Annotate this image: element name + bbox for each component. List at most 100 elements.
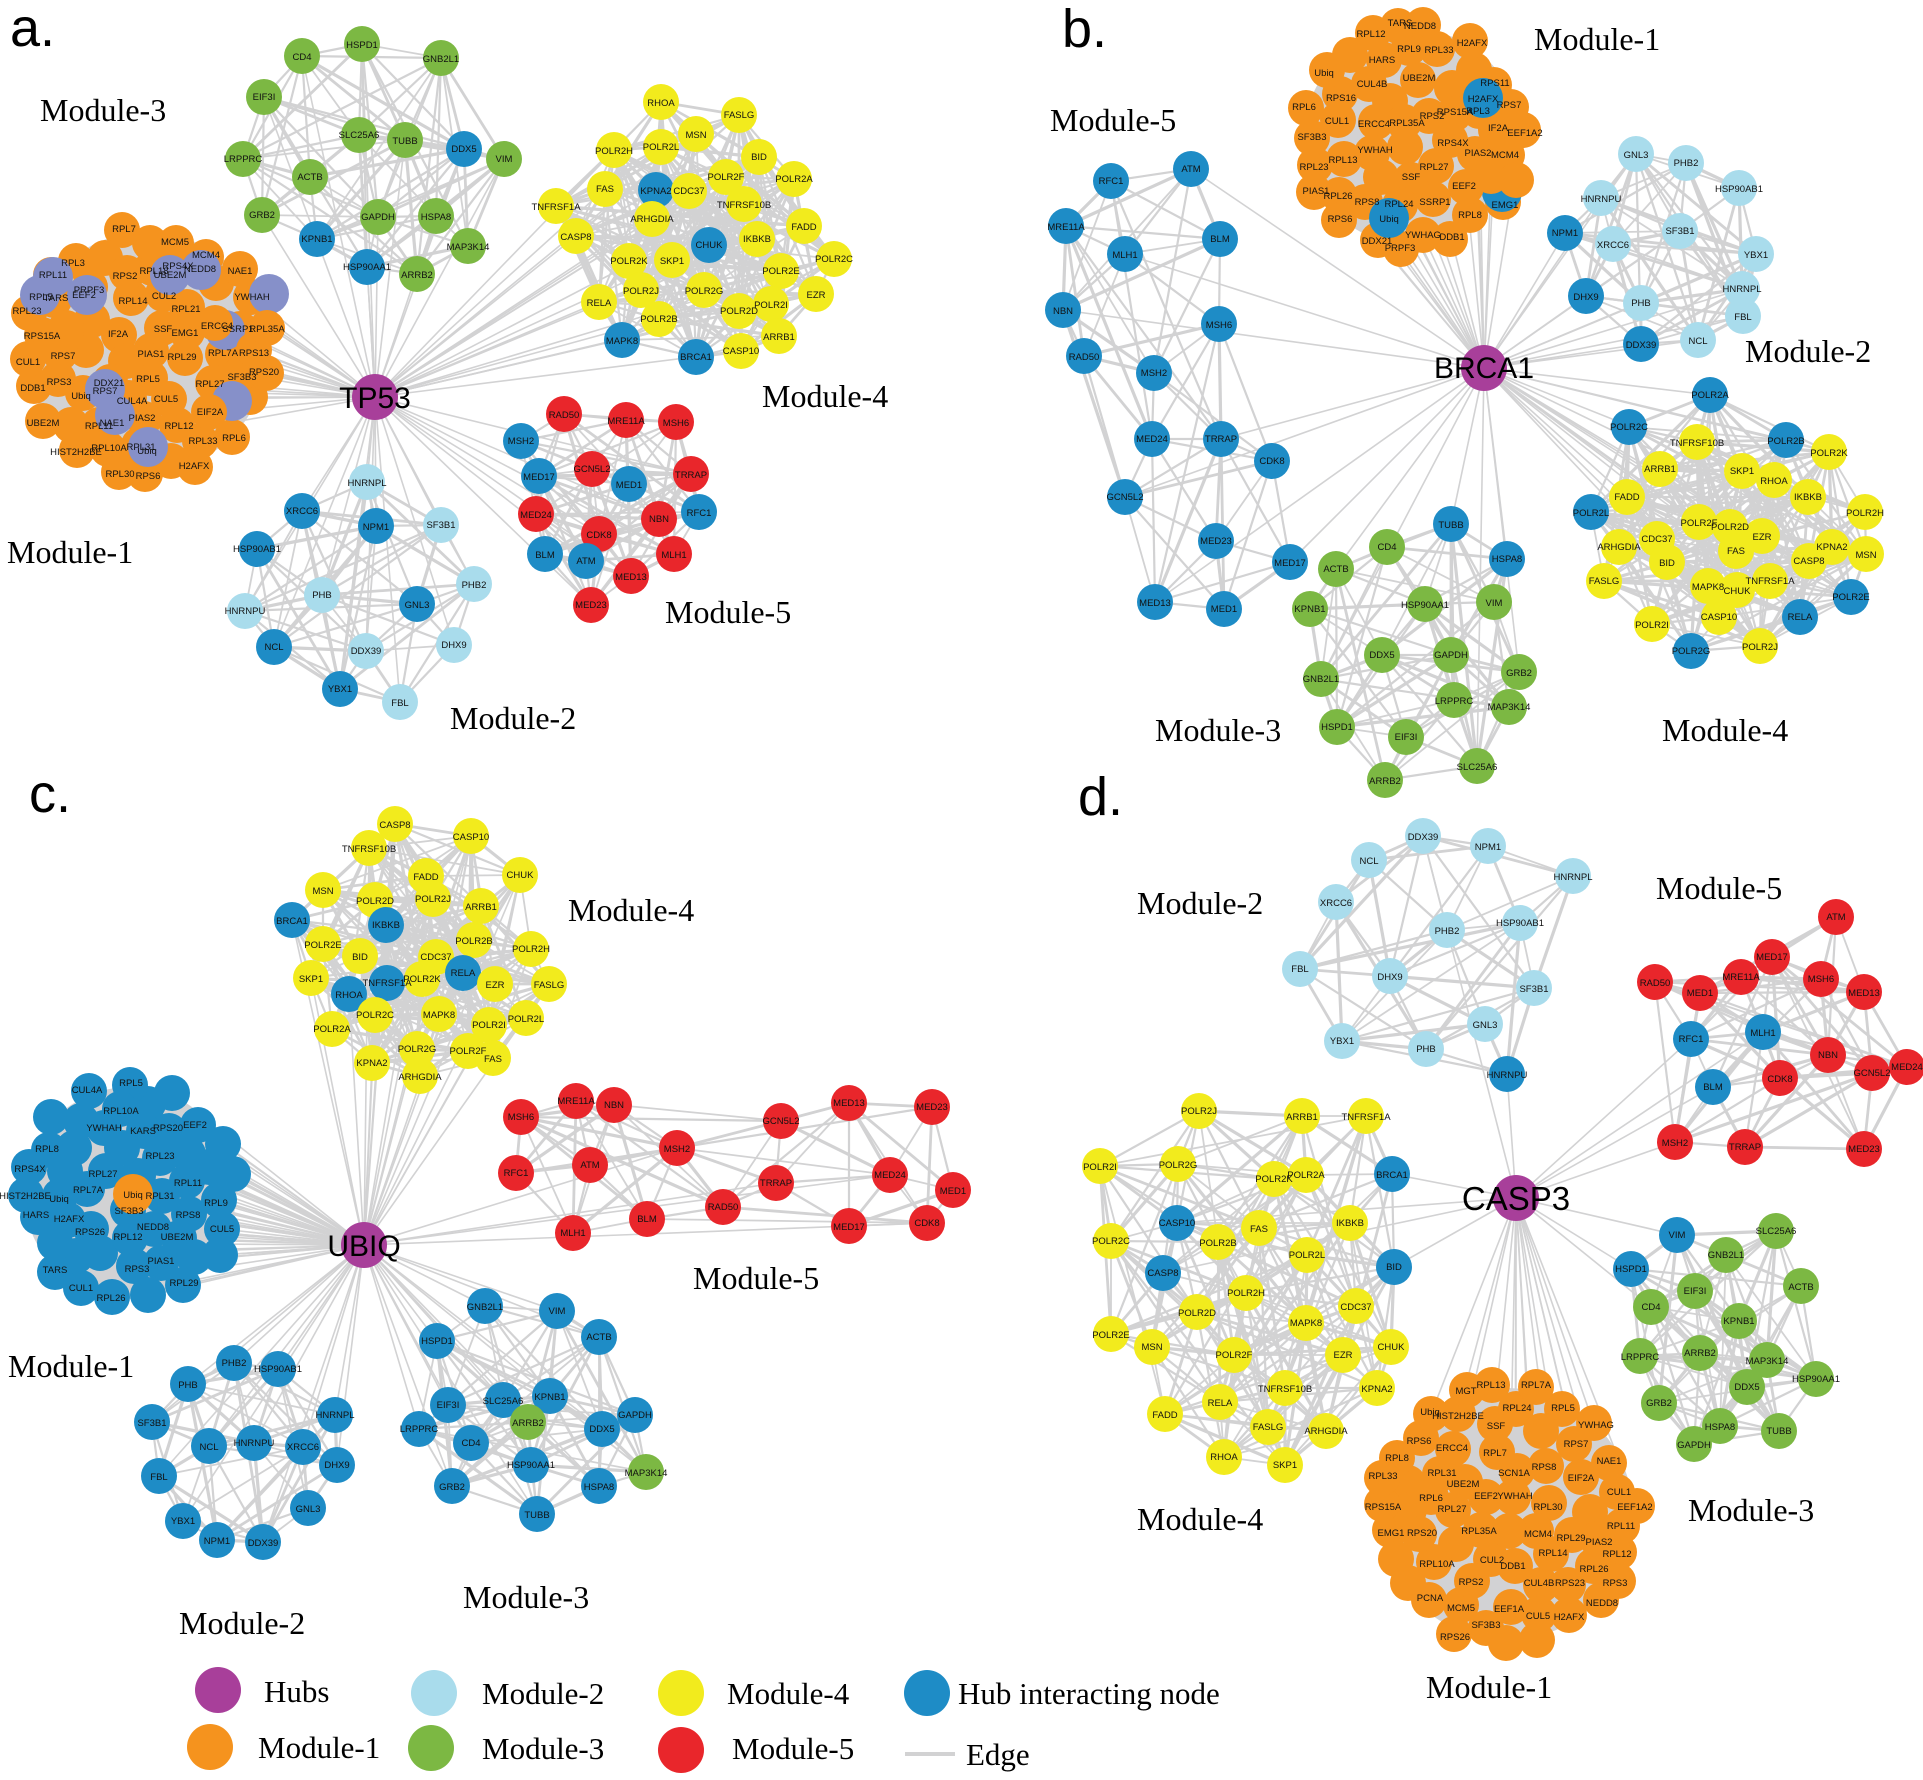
svg-text:PIAS1: PIAS1 bbox=[138, 349, 165, 360]
svg-text:RFC1: RFC1 bbox=[1679, 1034, 1704, 1045]
svg-text:Module-2: Module-2 bbox=[482, 1676, 604, 1711]
svg-text:TNFRSF10B: TNFRSF10B bbox=[717, 200, 771, 211]
svg-text:PRPF3: PRPF3 bbox=[1385, 243, 1416, 254]
svg-text:RPS2: RPS2 bbox=[1459, 1577, 1484, 1588]
svg-text:RPS3: RPS3 bbox=[1603, 1578, 1628, 1589]
svg-text:POLR2J: POLR2J bbox=[1181, 1106, 1217, 1117]
svg-text:POLR2L: POLR2L bbox=[643, 142, 679, 153]
svg-text:KPNB1: KPNB1 bbox=[301, 234, 332, 245]
svg-text:GNL3: GNL3 bbox=[296, 1504, 321, 1515]
svg-text:FBL: FBL bbox=[1734, 312, 1751, 323]
svg-text:EEF2: EEF2 bbox=[1474, 1491, 1498, 1502]
svg-text:RPL10A: RPL10A bbox=[103, 1106, 139, 1117]
svg-text:BLM: BLM bbox=[535, 550, 555, 561]
svg-text:UBE2M: UBE2M bbox=[27, 418, 60, 429]
svg-text:RPL7A: RPL7A bbox=[208, 348, 239, 359]
svg-text:POLR2J: POLR2J bbox=[415, 894, 451, 905]
svg-text:RFC1: RFC1 bbox=[504, 1168, 529, 1179]
svg-text:Hubs: Hubs bbox=[264, 1674, 329, 1709]
svg-text:POLR2D: POLR2D bbox=[1178, 1308, 1216, 1319]
svg-text:LRPPRC: LRPPRC bbox=[1621, 1352, 1660, 1363]
svg-text:RPS6: RPS6 bbox=[1407, 1436, 1432, 1447]
svg-text:GRB2: GRB2 bbox=[1646, 1398, 1672, 1409]
svg-text:ARRB1: ARRB1 bbox=[465, 902, 497, 913]
svg-text:KPNB1: KPNB1 bbox=[1294, 604, 1325, 615]
svg-text:MED13: MED13 bbox=[833, 1098, 865, 1109]
svg-text:GCN5L2: GCN5L2 bbox=[1854, 1068, 1891, 1079]
svg-text:YWHAH: YWHAH bbox=[234, 292, 270, 303]
svg-text:MCM5: MCM5 bbox=[161, 237, 189, 248]
svg-text:Module-1: Module-1 bbox=[258, 1730, 380, 1765]
svg-text:RPL35A: RPL35A bbox=[1389, 118, 1425, 129]
svg-text:Ubiq: Ubiq bbox=[123, 1190, 143, 1201]
svg-text:RPS7: RPS7 bbox=[1497, 100, 1522, 111]
svg-text:TRRAP: TRRAP bbox=[760, 1178, 792, 1189]
svg-text:MAPK8: MAPK8 bbox=[606, 336, 638, 347]
svg-text:ARRB1: ARRB1 bbox=[763, 332, 795, 343]
svg-text:MSH2: MSH2 bbox=[1662, 1138, 1688, 1149]
svg-text:PHB: PHB bbox=[178, 1380, 198, 1391]
svg-text:SKP1: SKP1 bbox=[299, 974, 323, 985]
svg-text:RPS15A: RPS15A bbox=[1365, 1502, 1402, 1513]
svg-text:CD4: CD4 bbox=[1377, 542, 1396, 553]
svg-text:POLR2G: POLR2G bbox=[1159, 1160, 1198, 1171]
svg-text:Module-2: Module-2 bbox=[1745, 333, 1871, 369]
svg-text:CUL1: CUL1 bbox=[1607, 1487, 1631, 1498]
svg-text:Module-3: Module-3 bbox=[463, 1579, 589, 1615]
svg-text:Module-5: Module-5 bbox=[732, 1731, 854, 1766]
svg-text:MED17: MED17 bbox=[1274, 558, 1306, 569]
svg-text:RPL12: RPL12 bbox=[1602, 1549, 1631, 1560]
svg-text:POLR2B: POLR2B bbox=[455, 936, 493, 947]
svg-text:LRPPRC: LRPPRC bbox=[224, 154, 263, 165]
svg-text:MSH6: MSH6 bbox=[508, 1112, 534, 1123]
svg-text:RPS23: RPS23 bbox=[1555, 1578, 1585, 1589]
svg-text:HSPA8: HSPA8 bbox=[1492, 554, 1522, 565]
svg-text:POLR2L: POLR2L bbox=[1573, 508, 1609, 519]
svg-text:LRPPRC: LRPPRC bbox=[400, 1424, 439, 1435]
svg-text:MED13: MED13 bbox=[615, 572, 647, 583]
svg-text:SLC25A6: SLC25A6 bbox=[339, 130, 380, 141]
svg-text:POLR2E: POLR2E bbox=[304, 940, 342, 951]
svg-text:HSPD1: HSPD1 bbox=[421, 1336, 453, 1347]
svg-text:Module-2: Module-2 bbox=[1137, 885, 1263, 921]
svg-text:MED23: MED23 bbox=[916, 1102, 948, 1113]
svg-text:PRPF3: PRPF3 bbox=[74, 285, 105, 296]
svg-text:Module-1: Module-1 bbox=[8, 1348, 134, 1384]
svg-text:TP53: TP53 bbox=[339, 382, 411, 415]
svg-text:HSP90AB1: HSP90AB1 bbox=[1715, 184, 1763, 195]
svg-text:RAD50: RAD50 bbox=[708, 1202, 739, 1213]
svg-text:PHB: PHB bbox=[1416, 1044, 1436, 1055]
svg-text:MRE11A: MRE11A bbox=[607, 416, 645, 427]
svg-text:RPS3: RPS3 bbox=[125, 1264, 150, 1275]
svg-text:RPL9: RPL9 bbox=[1397, 44, 1421, 55]
svg-text:POLR2D: POLR2D bbox=[1711, 522, 1749, 533]
svg-text:NEDD8: NEDD8 bbox=[1404, 21, 1436, 32]
svg-text:RPL13: RPL13 bbox=[1328, 155, 1357, 166]
svg-text:RPS3: RPS3 bbox=[47, 377, 72, 388]
svg-text:POLR2A: POLR2A bbox=[313, 1024, 351, 1035]
svg-text:CHUK: CHUK bbox=[1378, 1342, 1406, 1353]
svg-text:TUBB: TUBB bbox=[1438, 520, 1463, 531]
svg-text:RPL27: RPL27 bbox=[1437, 1504, 1466, 1515]
svg-text:FADD: FADD bbox=[1152, 1410, 1177, 1421]
svg-text:MLH1: MLH1 bbox=[1112, 250, 1137, 261]
svg-text:RPL21: RPL21 bbox=[171, 304, 200, 315]
svg-text:HSP90AB1: HSP90AB1 bbox=[233, 544, 281, 555]
svg-text:RPL35A: RPL35A bbox=[249, 324, 285, 335]
svg-text:CUL4B: CUL4B bbox=[1524, 1578, 1555, 1589]
svg-text:CUL1: CUL1 bbox=[69, 1283, 93, 1294]
svg-text:DDB1: DDB1 bbox=[1500, 1561, 1525, 1572]
svg-text:DDX21: DDX21 bbox=[94, 378, 125, 389]
svg-text:H2AFX: H2AFX bbox=[1457, 38, 1488, 49]
svg-text:RPL31: RPL31 bbox=[1427, 1468, 1456, 1479]
svg-text:POLR2K: POLR2K bbox=[1810, 448, 1848, 459]
svg-text:TNFRSF1A: TNFRSF1A bbox=[1745, 576, 1795, 587]
svg-text:IF2A: IF2A bbox=[1488, 123, 1509, 134]
svg-text:MSH6: MSH6 bbox=[1808, 974, 1834, 985]
svg-text:KPNB1: KPNB1 bbox=[1723, 1316, 1754, 1327]
svg-text:HSPD1: HSPD1 bbox=[1321, 722, 1353, 733]
svg-text:ERCC4: ERCC4 bbox=[1358, 119, 1390, 130]
svg-text:RPL27: RPL27 bbox=[1419, 162, 1448, 173]
svg-text:DHX9: DHX9 bbox=[324, 1460, 349, 1471]
svg-text:RPL5: RPL5 bbox=[1551, 1403, 1575, 1414]
